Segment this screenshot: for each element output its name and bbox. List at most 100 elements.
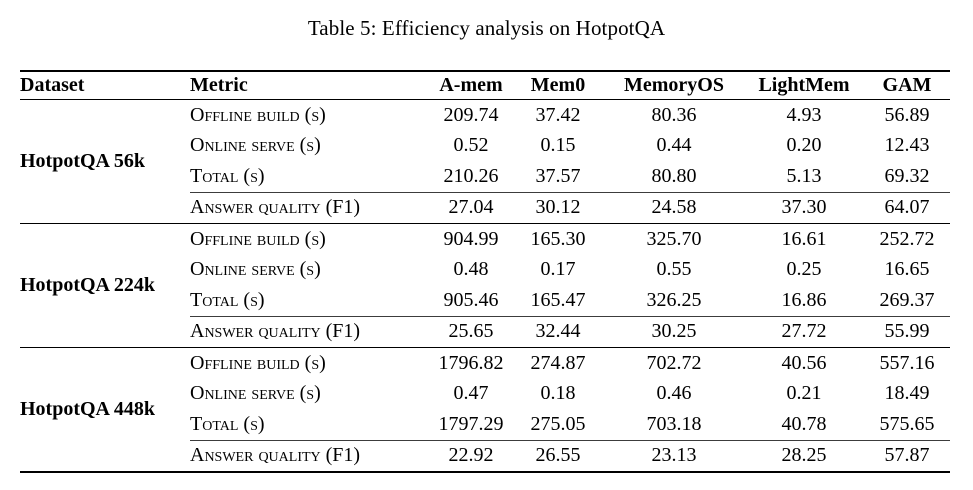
value-cell: 25.65 — [430, 315, 512, 348]
value-cell: 56.89 — [884, 103, 930, 126]
value-cell: 30.12 — [512, 191, 604, 224]
metric-cell: Answer quality (F1) — [190, 315, 430, 348]
metric-cell: Offline build (s) — [190, 103, 326, 126]
value-cell: 0.48 — [453, 258, 489, 281]
col-header-mem0: Mem0 — [512, 71, 604, 100]
value-cell: 575.65 — [879, 412, 935, 435]
value-cell: 0.21 — [786, 382, 822, 405]
value-cell: 4.93 — [786, 103, 822, 126]
group-hotpotqa-224k: HotpotQA 224k Offline build (s) 904.99 1… — [20, 223, 950, 348]
value-cell: 37.30 — [744, 191, 864, 224]
value-cell: 0.20 — [786, 134, 822, 157]
efficiency-table: Dataset Metric A-mem Mem0 MemoryOS Light… — [20, 70, 950, 473]
value-cell: 0.18 — [540, 382, 576, 405]
value-cell: 55.99 — [864, 315, 950, 348]
dataset-cell: HotpotQA 448k — [20, 398, 156, 420]
value-cell: 27.72 — [744, 315, 864, 348]
value-cell: 28.25 — [744, 439, 864, 472]
value-cell: 5.13 — [786, 164, 822, 187]
value-cell: 26.55 — [512, 439, 604, 472]
value-cell: 209.74 — [443, 103, 499, 126]
table-row: Total (s) 1797.29 275.05 703.18 40.78 57… — [20, 409, 950, 440]
value-cell: 16.65 — [884, 258, 930, 281]
value-cell: 326.25 — [646, 288, 702, 311]
table-row: Answer quality (F1) 25.65 32.44 30.25 27… — [20, 315, 950, 348]
value-cell: 0.55 — [656, 258, 692, 281]
value-cell: 16.61 — [781, 227, 827, 250]
value-cell: 252.72 — [879, 227, 935, 250]
value-cell: 0.52 — [453, 134, 489, 157]
table-row: Answer quality (F1) 27.04 30.12 24.58 37… — [20, 191, 950, 224]
group-hotpotqa-56k: HotpotQA 56k Offline build (s) 209.74 37… — [20, 99, 950, 224]
metric-cell: Offline build (s) — [190, 351, 326, 374]
value-cell: 702.72 — [646, 351, 702, 374]
value-cell: 210.26 — [443, 164, 499, 187]
metric-cell: Online serve (s) — [190, 134, 321, 157]
value-cell: 16.86 — [781, 288, 827, 311]
table-row: HotpotQA 224k Offline build (s) 904.99 1… — [20, 223, 950, 348]
value-cell: 269.37 — [879, 288, 935, 311]
value-cell: 0.47 — [453, 382, 489, 405]
col-header-lightmem: LightMem — [744, 71, 864, 100]
col-header-memoryos: MemoryOS — [604, 71, 744, 100]
value-cell: 165.47 — [530, 288, 586, 311]
metric-cell: Total (s) — [190, 412, 265, 435]
value-cell: 24.58 — [604, 191, 744, 224]
dataset-cell: HotpotQA 56k — [20, 99, 190, 224]
value-cell: 904.99 — [443, 227, 499, 250]
table-row: Total (s) 905.46 165.47 326.25 16.86 269… — [20, 285, 950, 316]
table-caption: Table 5: Efficiency analysis on HotpotQA — [307, 16, 666, 40]
value-cell: 0.25 — [786, 258, 822, 281]
value-cell: 274.87 — [530, 351, 586, 374]
value-cell: 0.17 — [540, 258, 576, 281]
value-cell: 27.04 — [430, 191, 512, 224]
metric-cell: Total (s) — [190, 164, 265, 187]
metric-cell: Offline build (s) — [190, 227, 326, 250]
value-cell: 1797.29 — [438, 412, 504, 435]
value-cell: 32.44 — [512, 315, 604, 348]
value-cell: 0.15 — [540, 134, 576, 157]
table-row: Online serve (s) 0.52 0.15 0.44 0.20 12.… — [20, 131, 950, 162]
value-cell: 37.42 — [535, 103, 581, 126]
col-header-a-mem: A-mem — [430, 71, 512, 100]
table-row: Answer quality (F1) 22.92 26.55 23.13 28… — [20, 439, 950, 472]
value-cell: 80.80 — [651, 164, 697, 187]
table-row: Online serve (s) 0.48 0.17 0.55 0.25 16.… — [20, 255, 950, 286]
table-row: HotpotQA 448k Offline build (s) 1796.82 … — [20, 348, 950, 420]
value-cell: 703.18 — [646, 412, 702, 435]
value-cell: 1796.82 — [438, 351, 504, 374]
metric-cell: Total (s) — [190, 288, 265, 311]
value-cell: 40.56 — [781, 351, 827, 374]
value-cell: 0.44 — [656, 134, 692, 157]
value-cell: 64.07 — [864, 191, 950, 224]
value-cell: 12.43 — [884, 134, 930, 157]
value-cell: 40.78 — [781, 412, 827, 435]
value-cell: 57.87 — [864, 439, 950, 472]
metric-cell: Answer quality (F1) — [190, 439, 430, 472]
value-cell: 325.70 — [646, 227, 702, 250]
value-cell: 23.13 — [604, 439, 744, 472]
metric-cell: Answer quality (F1) — [190, 191, 430, 224]
value-cell: 18.49 — [884, 382, 930, 405]
col-header-dataset: Dataset — [20, 71, 190, 100]
value-cell: 905.46 — [443, 288, 499, 311]
value-cell: 30.25 — [604, 315, 744, 348]
table-row: HotpotQA 56k Offline build (s) 209.74 37… — [20, 99, 950, 224]
col-header-gam: GAM — [864, 71, 950, 100]
col-header-metric: Metric — [190, 71, 430, 100]
header-row: Dataset Metric A-mem Mem0 MemoryOS Light… — [20, 71, 950, 100]
group-hotpotqa-448k: HotpotQA 448k Offline build (s) 1796.82 … — [20, 348, 950, 472]
value-cell: 22.92 — [430, 439, 512, 472]
table-row: Online serve (s) 0.47 0.18 0.46 0.21 18.… — [20, 379, 950, 410]
value-cell: 557.16 — [879, 351, 935, 374]
metric-cell: Online serve (s) — [190, 258, 321, 281]
value-cell: 0.46 — [656, 382, 692, 405]
value-cell: 275.05 — [530, 412, 586, 435]
value-cell: 37.57 — [535, 164, 581, 187]
value-cell: 80.36 — [651, 103, 697, 126]
metric-cell: Online serve (s) — [190, 382, 321, 405]
value-cell: 165.30 — [530, 227, 586, 250]
table-row: Total (s) 210.26 37.57 80.80 5.13 69.32 — [20, 161, 950, 192]
value-cell: 69.32 — [884, 164, 930, 187]
dataset-cell: HotpotQA 224k — [20, 223, 190, 348]
